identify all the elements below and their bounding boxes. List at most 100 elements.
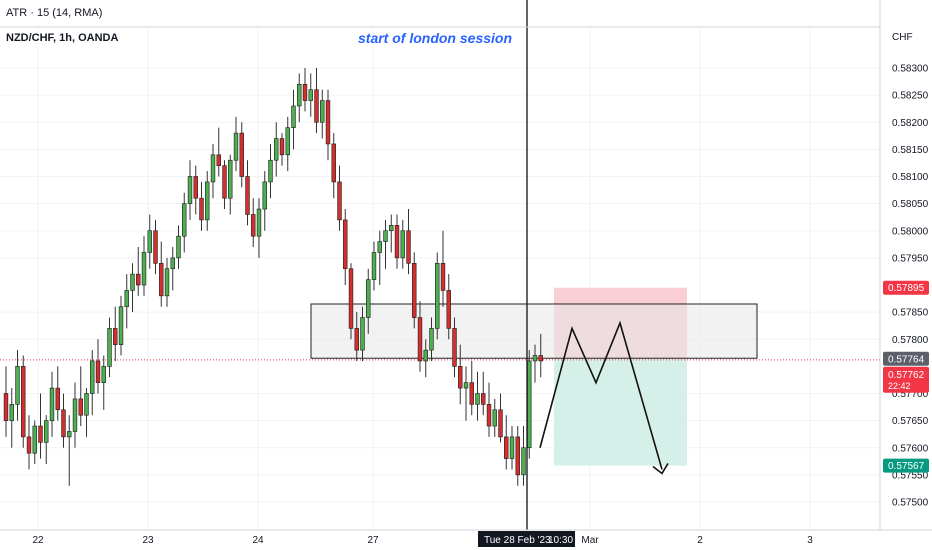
price-tick-label: 0.57850 [892,308,929,319]
candle-body [325,100,331,145]
price-tick-label: 0.58250 [892,91,929,102]
candle-body [504,436,509,459]
date-tick-label: Mar [581,535,599,546]
date-tick-label: 24 [252,535,264,546]
grid [0,28,880,530]
candle-body [67,431,72,438]
candle-body [233,132,239,161]
candle-body [360,317,365,351]
time-axis[interactable]: 22 23 24 27 Mar 2 3 [32,535,813,546]
symbol-label[interactable]: NZD/CHF, 1h, OANDA [6,32,119,44]
candle-body [21,366,26,438]
candle-body [389,225,394,232]
candle-body [3,393,9,421]
candle-body [285,127,290,156]
candle-body [199,197,204,221]
candle-body [492,409,497,427]
candle-body [176,235,181,259]
take-profit-badge [883,458,929,473]
take-profit-price: 0.57567 [888,461,925,472]
candle-body [251,214,256,237]
crosshair-date-badge [478,531,575,547]
candle-body [458,366,463,389]
date-tick-label: 3 [807,535,813,546]
crosshair-time: 10:30 [548,535,573,546]
candle-body [435,262,440,329]
candle-body [366,279,371,318]
candle-body [84,393,89,416]
candle-body [38,425,43,443]
candle-body [377,241,382,253]
projection-arrow-head [652,463,669,475]
candle-body [400,230,405,259]
candle-body [279,138,285,156]
candle-body [481,393,486,405]
price-zone-rectangle[interactable] [310,303,758,359]
candle-body [268,159,273,183]
entry-badge [883,351,929,366]
candle-body [412,262,417,318]
date-tick-label: 2 [697,535,703,546]
projection-path[interactable] [539,320,663,470]
candle-body [302,83,308,101]
price-tick-label: 0.58000 [892,226,929,237]
candle-body [170,257,175,270]
candle-body [55,387,60,411]
candle-body [475,393,480,405]
candle-body [429,328,434,351]
price-tick-label: 0.58100 [892,172,929,183]
candle-body [222,165,227,199]
atr-indicator-label[interactable]: ATR · 15 (14, RMA) [6,7,102,19]
candle-body [343,219,348,270]
stop-loss-badge [883,280,929,295]
price-axis[interactable]: 0.58300 0.58250 0.58200 0.58150 0.58100 0.580… [892,64,929,509]
price-tick-label: 0.57550 [892,470,929,481]
candle-body [90,360,95,394]
price-tick-label: 0.57800 [892,335,929,346]
candle-body [245,176,250,215]
price-tick-label: 0.57500 [892,498,929,509]
candle-body [371,252,377,280]
candle-body [308,89,313,101]
candle-body [423,349,428,362]
candle-body [187,176,193,204]
candle-body [26,436,32,454]
candle-body [354,328,359,351]
candle-body [164,268,170,297]
price-tick-label: 0.58300 [892,64,929,75]
candle-body [463,382,469,389]
bar-countdown: 22:42 [888,381,911,391]
candle-body [118,306,124,345]
crosshair-date: Tue 28 Feb '23 [484,535,551,546]
candle-body [538,355,543,362]
candle-body [521,447,526,476]
price-tick-label: 0.57700 [892,389,929,400]
candle-body [320,100,325,123]
take-profit-zone[interactable] [554,358,687,466]
candle-body [446,290,451,329]
candle-body [469,382,474,405]
currency-label: CHF [892,32,913,43]
date-tick-label: 27 [367,535,379,546]
price-tick-label: 0.57650 [892,416,929,427]
candle-body [205,181,210,221]
candle-body [44,420,49,443]
candle-body [314,89,319,123]
candle-body [124,290,129,307]
price-tick-label: 0.58050 [892,199,929,210]
candle-body [15,366,20,405]
candle-body [394,225,400,259]
date-tick-label: 22 [32,535,44,546]
price-tick-label: 0.58200 [892,118,929,129]
candle-body [331,143,336,183]
candle-body [210,154,216,183]
candle-body [182,203,187,237]
candle-body [78,398,83,416]
candle-body [49,387,55,421]
candle-body [153,230,158,264]
candle-body [72,398,78,432]
session-annotation[interactable]: start of london session [358,30,512,46]
candle-body [113,328,118,345]
